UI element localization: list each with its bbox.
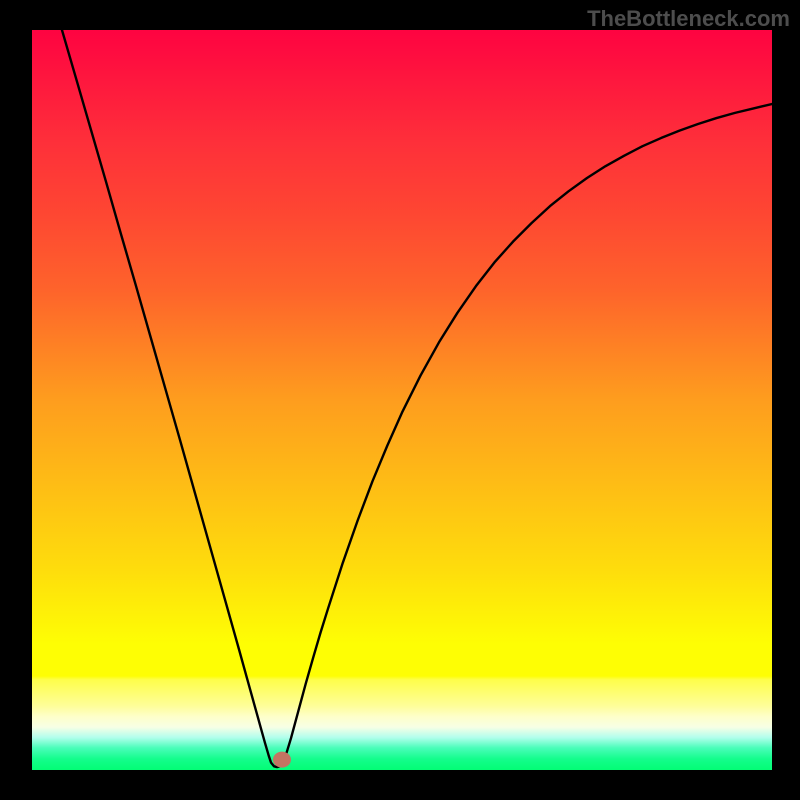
gradient-background <box>32 30 772 770</box>
chart-svg <box>32 30 772 770</box>
optimal-point-marker <box>273 752 291 768</box>
chart-plot-area <box>32 30 772 770</box>
watermark-text: TheBottleneck.com <box>587 6 790 32</box>
